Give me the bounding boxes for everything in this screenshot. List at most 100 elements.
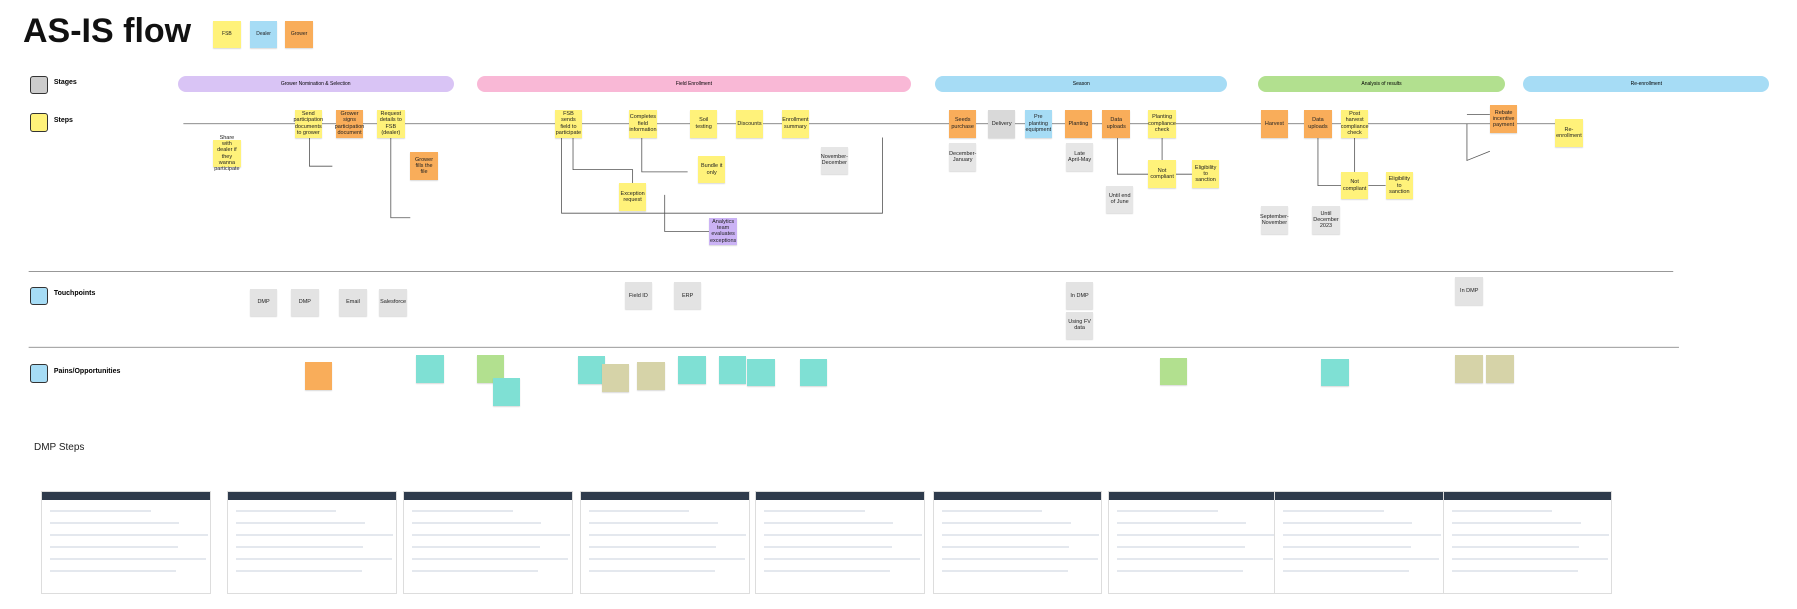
- connector: [572, 137, 634, 184]
- stage-bar: Season: [935, 75, 1228, 92]
- connector: [561, 137, 883, 214]
- screenshot-header: [1443, 491, 1612, 500]
- screenshot: [226, 490, 397, 594]
- touchpoint: Using FV data: [1065, 311, 1094, 340]
- pain-note: [799, 358, 828, 387]
- connector: [309, 123, 333, 167]
- screenshot-row: [764, 545, 892, 548]
- step-note: December-January: [948, 143, 977, 171]
- screenshot-row: [50, 569, 176, 572]
- step-note: Re-enrollment: [1555, 119, 1583, 147]
- screenshot-row: [941, 533, 1100, 536]
- screenshot-row: [941, 521, 1071, 524]
- screenshot-row: [412, 521, 542, 524]
- step-note: September-November: [1260, 206, 1289, 234]
- screenshot-row: [412, 569, 539, 572]
- step-note: Until December 2023: [1312, 206, 1340, 234]
- screenshot-row: [412, 557, 569, 560]
- screenshot-row: [412, 509, 513, 512]
- step-note: Eligibility to sanction: [1191, 160, 1220, 188]
- step-note: Pre planting equipment: [1024, 110, 1053, 138]
- screenshot-row: [1451, 509, 1553, 512]
- touchpoint: Email: [339, 288, 367, 317]
- touchpoint: DMP: [291, 288, 319, 317]
- screenshot-row: [588, 521, 718, 524]
- screenshot: [403, 490, 574, 594]
- screenshot-row: [588, 533, 747, 536]
- screenshot: [41, 490, 211, 594]
- step-note: Soil testing: [689, 110, 718, 138]
- connector: [664, 194, 710, 232]
- step-note: Rebate incentive payment: [1489, 105, 1518, 133]
- pain-note: [1321, 358, 1349, 387]
- screenshot-row: [941, 569, 1068, 572]
- row-icon: [29, 364, 49, 383]
- step-note: Bundle it only: [697, 155, 726, 184]
- step-note: Grower fills the file: [410, 152, 438, 180]
- screenshot-row: [235, 569, 362, 572]
- step-note: Late April-May: [1065, 143, 1094, 171]
- row-icon: [29, 113, 49, 132]
- screenshot-header: [933, 491, 1102, 500]
- screenshot-row: [1283, 569, 1410, 572]
- screenshot-header: [1275, 491, 1443, 500]
- screenshot-row: [1451, 533, 1610, 536]
- legend-item: FSB: [213, 20, 241, 49]
- step-note: Share with dealer if they wanna particip…: [213, 134, 241, 173]
- step-note: Enrollment summary: [781, 110, 810, 138]
- row-label: Pains/Opportunities: [53, 367, 121, 375]
- step-note: Seeds purchase: [948, 110, 977, 138]
- legend-item: Dealer: [249, 20, 278, 49]
- step-note: Until end of June: [1105, 185, 1134, 214]
- pain-note: [637, 362, 665, 390]
- pain-note: [476, 355, 505, 383]
- pain-note: [1486, 355, 1514, 383]
- screenshot-row: [50, 545, 178, 548]
- stage-bar: Field Enrollment: [476, 75, 912, 92]
- screenshot-row: [1283, 545, 1411, 548]
- screenshot-row: [1117, 569, 1243, 572]
- step-note: Discounts: [735, 110, 764, 138]
- screenshot-row: [764, 533, 922, 536]
- screenshot: [579, 490, 750, 594]
- screenshot-row: [50, 509, 151, 512]
- screenshot-row: [1451, 569, 1578, 572]
- step-note: Send participation documents to grower: [293, 110, 324, 138]
- connector: [1466, 123, 1491, 162]
- screenshot-header: [404, 491, 573, 500]
- screenshot-row: [412, 545, 540, 548]
- screenshot-header: [756, 491, 924, 500]
- screenshot-row: [235, 521, 365, 524]
- screenshot-row: [588, 569, 715, 572]
- touchpoint: ERP: [673, 281, 702, 310]
- screenshot-row: [764, 557, 921, 560]
- screenshot-row: [235, 545, 364, 548]
- touchpoint: Salesforce: [379, 288, 407, 317]
- pain-note: [1159, 357, 1188, 386]
- screenshot: [932, 490, 1103, 594]
- title: AS-IS flow: [23, 12, 192, 50]
- screenshot-row: [235, 509, 337, 512]
- stage-bar: Grower Nomination & Selection: [177, 75, 454, 92]
- screenshot-row: [1283, 521, 1413, 524]
- screenshot-row: [588, 545, 717, 548]
- touchpoint: In DMP: [1455, 277, 1483, 305]
- screenshot-row: [588, 557, 745, 560]
- step-note: Exception request: [618, 183, 647, 211]
- touchpoint: Field ID: [624, 281, 653, 310]
- screenshot-row: [1451, 545, 1580, 548]
- row-icon: [29, 75, 49, 94]
- step-note: Analytics team evaluates exceptions: [709, 217, 737, 246]
- row-label: Touchpoints: [53, 289, 96, 297]
- pain-note: [1455, 355, 1483, 383]
- touchpoint: In DMP: [1065, 281, 1094, 310]
- screenshot-row: [1451, 557, 1608, 560]
- screenshot-row: [412, 533, 570, 536]
- section-title: DMP Steps: [34, 442, 85, 453]
- screenshot: [755, 490, 925, 594]
- step-note: Planting compliance check: [1148, 110, 1176, 138]
- screenshot-row: [235, 557, 392, 560]
- step-note: Not compliant: [1340, 171, 1369, 200]
- connector: [1116, 123, 1163, 175]
